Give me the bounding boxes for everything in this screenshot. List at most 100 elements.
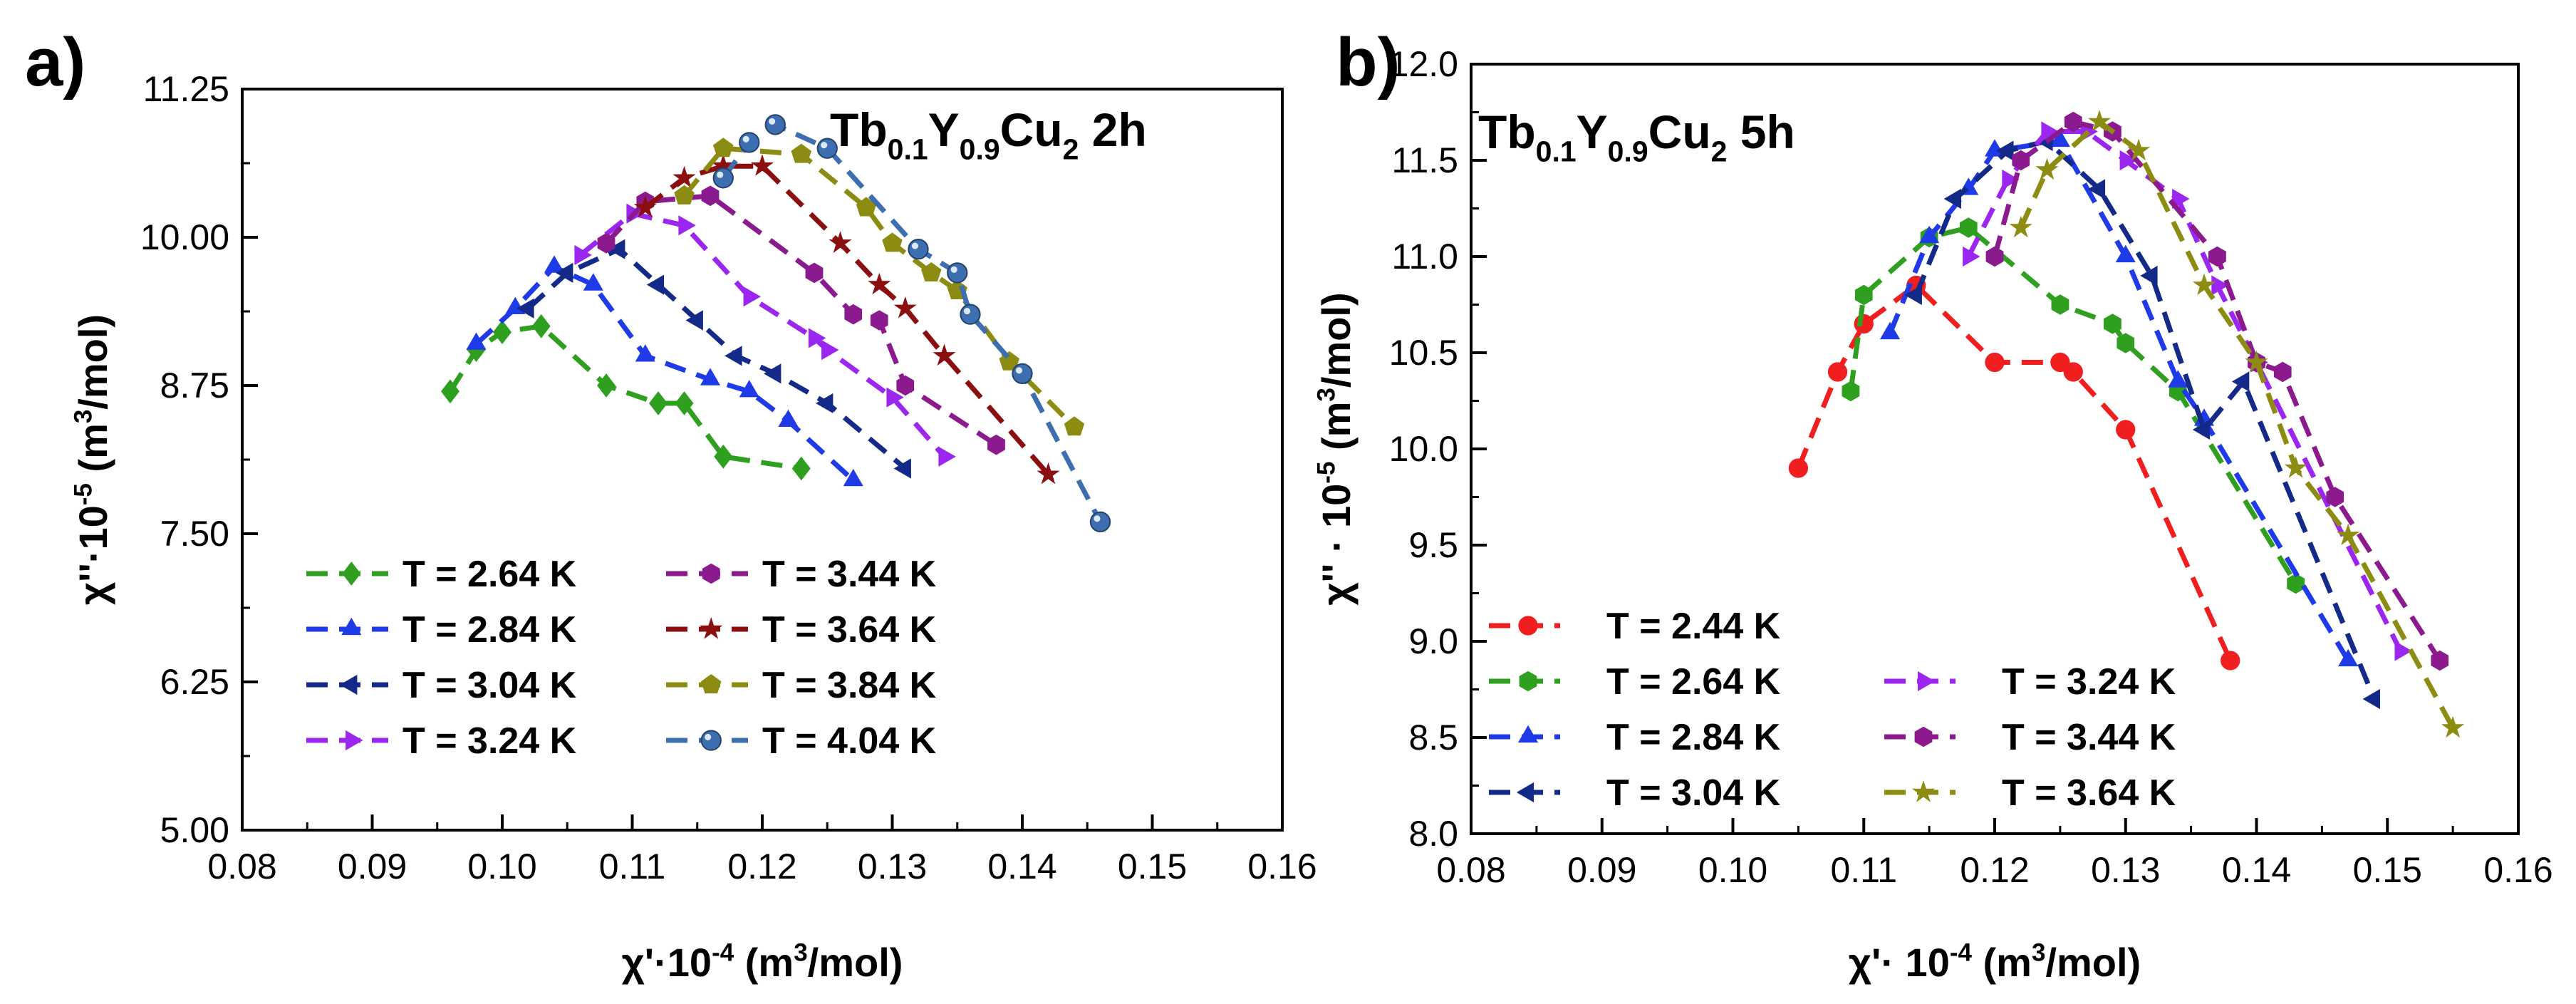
data-point [1959,217,1978,238]
data-point [2192,273,2216,296]
series-364K [2009,110,2465,738]
series-264K [441,314,811,481]
label-part: 3 [1313,388,1341,401]
data-point [2051,294,2069,315]
label-part: 2h [1079,103,1146,156]
data-point [544,255,565,273]
legend-entry: T = 3.04 K [1489,772,1781,814]
marker-highlight [963,308,970,315]
data-point [685,310,703,331]
x-tick-label: 0.12 [727,847,796,886]
series-264K [1842,217,2305,594]
data-point [808,328,826,348]
data-point [2168,370,2188,388]
x-tick-label: 0.13 [2091,850,2160,890]
data-point [947,262,968,284]
legend-entry: T = 4.04 K [666,720,937,762]
data-point [2326,487,2344,507]
legend-marker [341,617,362,636]
marker-highlight [1015,367,1022,374]
label-part: Cu [1000,103,1063,156]
data-point [2245,350,2268,373]
marker-highlight [705,733,712,740]
data-point [675,391,694,415]
data-point [870,310,888,331]
label-part: χ'·10 [622,940,712,985]
legend-marker [701,674,722,694]
data-point [2362,688,2380,710]
y-tick-label: 6.25 [160,662,229,702]
x-tick-label: 0.14 [2222,850,2291,890]
data-point [764,114,786,135]
plot-frame [241,88,1284,832]
legend-entry: T = 3.84 K [666,665,937,706]
legend-label: T = 3.04 K [402,665,577,706]
y-tick-label: 10.5 [1389,333,1458,373]
y-axis-label: χ''·10-5 (m3/mol) [70,314,115,605]
label-part: -4 [712,939,734,967]
label-part: 3 [2032,939,2045,967]
y-tick-label: 8.75 [160,366,229,405]
legend-marker [700,730,722,751]
label-part: /mol) [71,314,115,410]
data-point [821,340,839,361]
data-point [739,132,760,153]
data-point [712,167,734,189]
label-part: -5 [70,483,98,505]
x-tick-label: 0.15 [2353,850,2422,890]
data-point [2041,121,2059,142]
series-line [448,324,802,471]
label-part: /mol) [1314,292,1359,388]
data-point [493,320,511,344]
data-point [701,185,720,207]
data-point [791,143,811,163]
data-point [960,304,981,325]
marker-highlight [1094,515,1101,522]
data-point [908,238,929,260]
data-point [2087,179,2106,200]
data-point [556,262,573,283]
marker-highlight [911,242,918,249]
x-tick-label: 0.09 [1567,850,1636,890]
x-tick-label: 0.12 [1960,850,2029,890]
series-364K [633,154,1060,485]
legend-label: T = 3.24 K [402,720,577,762]
legend-label: T = 3.44 K [2002,717,2176,758]
legend-marker [702,563,720,584]
series-line [604,193,998,447]
label-part: Cu [1648,105,1711,158]
data-point [987,434,1005,455]
x-tick-label: 0.08 [1436,850,1505,890]
data-point [466,332,487,350]
data-point [1842,381,1860,402]
series-line [578,210,947,459]
data-point [1037,462,1060,485]
data-point [2119,150,2137,171]
data-point [739,380,759,398]
data-point [2050,129,2070,148]
label-part: /mol) [808,940,903,985]
label-part: 5h [1727,105,1795,158]
legend-marker [1911,780,1936,802]
data-point [1064,416,1085,436]
label-part: 3 [794,939,807,967]
series-284K [1879,129,2359,667]
panel-letter: b) [1336,24,1401,100]
data-point [743,286,761,307]
marker-highlight [821,142,828,149]
data-point [2116,420,2136,440]
data-point [933,343,956,366]
series-line [2018,118,2456,730]
data-point [1904,284,1922,306]
data-point [856,197,877,217]
series-line [1796,281,2233,662]
data-point [2273,361,2292,383]
data-point [1996,140,2014,161]
data-point [646,274,665,295]
y-tick-label: 10.00 [140,217,229,257]
data-point [597,233,616,254]
data-point [712,154,735,176]
data-point [764,363,781,384]
data-point [2431,650,2449,671]
data-point [574,244,592,265]
